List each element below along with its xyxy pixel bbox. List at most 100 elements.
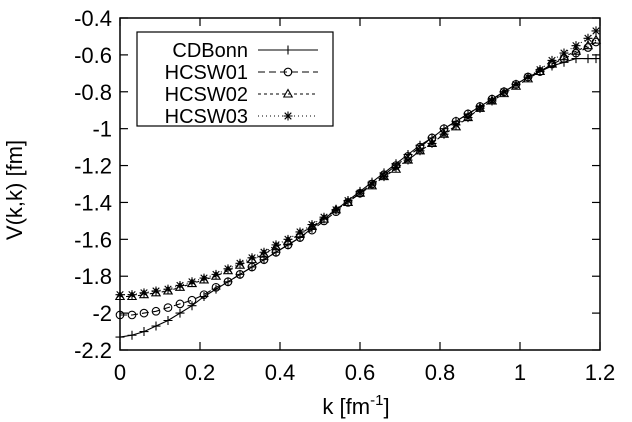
data-point-HCSW01 (211, 282, 221, 292)
series-line-HCSW01 (120, 41, 597, 316)
data-point-HCSW03 (355, 188, 365, 198)
data-point-HCSW03 (187, 277, 197, 287)
data-point-HCSW02 (590, 34, 602, 44)
data-point-HCSW03 (139, 288, 149, 298)
legend-item-HCSW03: HCSW03 (165, 106, 318, 128)
data-point-HCSW03 (523, 72, 533, 82)
data-point-HCSW03 (211, 269, 221, 279)
data-point-HCSW03 (331, 205, 341, 215)
x-tick-label: 0.6 (345, 360, 376, 385)
legend-marker (283, 111, 293, 121)
y-tick-label: -0.6 (74, 43, 112, 68)
data-point-HCSW02 (342, 196, 354, 206)
data-point-HCSW02 (294, 228, 306, 238)
data-point-HCSW03 (379, 172, 389, 182)
data-point-HCSW03 (247, 253, 257, 263)
data-point-HCSW03 (151, 286, 161, 296)
data-point-HCSW02 (570, 45, 582, 55)
legend-box (136, 31, 334, 127)
data-point-HCSW03 (199, 273, 209, 283)
data-point-CDBonn (571, 54, 581, 64)
data-point-HCSW03 (391, 162, 401, 172)
x-tick-label: 0.4 (265, 360, 296, 385)
data-point-CDBonn (247, 262, 257, 272)
data-point-HCSW03 (571, 41, 581, 51)
data-point-HCSW02 (126, 290, 138, 301)
legend-label: HCSW03 (165, 106, 248, 128)
axis-ticks: 0 0.2 0.4 0.6 0.8 1 1.2 -2.2 -2 -1.8 -1.6 -1.4 -1.2 -… (74, 6, 615, 385)
data-point-HCSW02 (390, 163, 402, 173)
data-point-HCSW02 (150, 287, 162, 297)
data-point-HCSW01 (187, 295, 197, 305)
data-point-CDBonn (235, 269, 245, 279)
data-point-HCSW03 (439, 129, 449, 139)
data-point-HCSW01 (235, 270, 245, 279)
data-point-HCSW02 (366, 180, 378, 190)
plot-marks (114, 26, 602, 342)
data-point-HCSW01 (127, 310, 137, 320)
data-point-HCSW02 (522, 73, 534, 83)
data-point-CDBonn (163, 315, 173, 325)
legend-marker (282, 88, 294, 98)
legend-label: CDBonn (172, 40, 248, 62)
data-point-HCSW02 (498, 87, 510, 98)
data-point-HCSW01 (151, 306, 161, 316)
data-point-HCSW02 (198, 274, 210, 284)
y-tick-label: -1.8 (74, 264, 112, 289)
data-point-HCSW01 (163, 303, 173, 312)
data-point-CDBonn (175, 308, 185, 318)
data-point-HCSW03 (175, 280, 185, 290)
data-point-HCSW02 (546, 58, 558, 68)
y-tick-label: -1.6 (74, 227, 112, 252)
x-tick-label: 0.2 (185, 360, 216, 385)
data-point-HCSW03 (259, 247, 269, 257)
data-point-HCSW02 (582, 40, 594, 50)
data-point-HCSW03 (475, 103, 485, 113)
data-point-HCSW02 (258, 248, 270, 258)
data-point-HCSW02 (138, 289, 150, 299)
legend-item-CDBonn: CDBonn (172, 40, 318, 62)
legend-marker (283, 45, 293, 55)
data-point-HCSW02 (162, 285, 174, 295)
x-axis-label: k [fm-1] (322, 392, 389, 419)
data-point-HCSW03 (163, 284, 173, 294)
data-point-HCSW03 (511, 79, 521, 89)
y-tick-label: -2.2 (74, 338, 112, 363)
legend-item-HCSW01: HCSW01 (165, 62, 318, 84)
data-point-HCSW02 (450, 121, 462, 131)
y-tick-label: -1 (92, 117, 112, 142)
data-point-HCSW03 (343, 196, 353, 206)
data-point-HCSW02 (222, 265, 234, 275)
data-point-HCSW03 (283, 234, 293, 244)
data-point-HCSW03 (367, 179, 377, 189)
data-point-HCSW02 (270, 241, 282, 251)
data-point-HCSW03 (451, 120, 461, 130)
data-point-HCSW03 (415, 146, 425, 156)
data-point-HCSW03 (403, 155, 413, 165)
legend-label: HCSW02 (165, 84, 248, 106)
data-point-CDBonn (187, 301, 197, 311)
x-tick-label: 0 (114, 360, 126, 385)
data-point-HCSW01 (223, 277, 233, 287)
data-point-CDBonn (591, 54, 601, 64)
data-point-CDBonn (583, 54, 593, 64)
data-point-HCSW03 (427, 138, 437, 148)
data-point-HCSW03 (591, 26, 601, 36)
x-tick-label: 1.2 (585, 360, 616, 385)
data-point-HCSW03 (499, 87, 509, 97)
data-point-HCSW03 (535, 65, 545, 75)
data-point-HCSW03 (295, 227, 305, 237)
data-point-HCSW03 (583, 33, 593, 43)
x-axis-label-end: ] (383, 394, 389, 419)
data-point-HCSW01 (199, 290, 209, 300)
x-axis-label-superscript: -1 (370, 392, 383, 409)
data-point-HCSW02 (246, 253, 258, 264)
legend-marker (283, 67, 293, 77)
data-point-HCSW03 (487, 96, 497, 106)
series-HCSW03 (115, 26, 601, 300)
data-point-HCSW02 (186, 277, 198, 288)
y-tick-label: -2 (92, 301, 112, 326)
y-axis-label: V(k,k) [fm] (2, 140, 27, 240)
